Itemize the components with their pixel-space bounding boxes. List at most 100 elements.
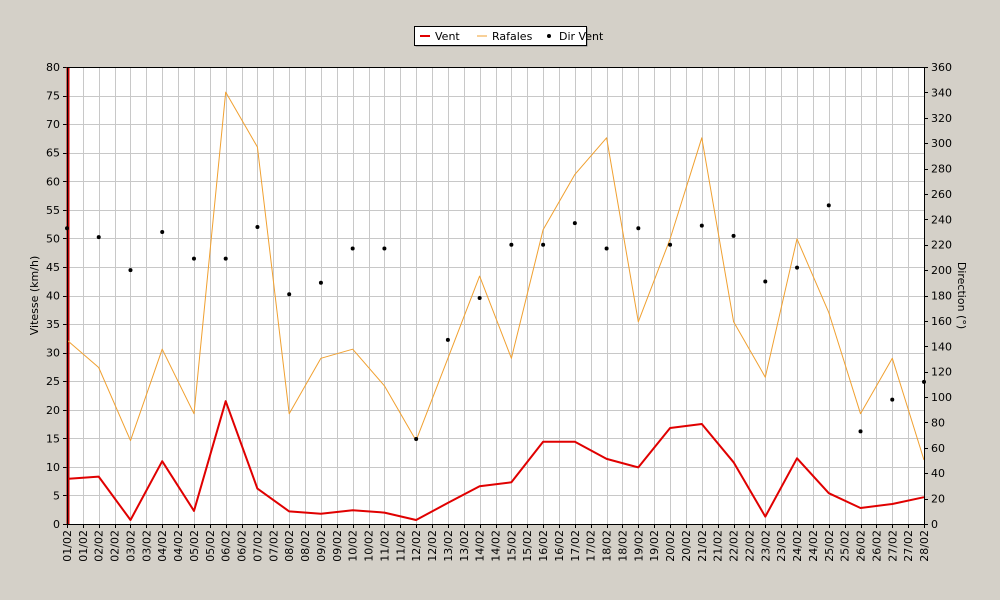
x-tick-label: 11/02 <box>378 530 391 562</box>
x-tick-label: 12/02 <box>426 530 439 562</box>
y-right-tick-label: 100 <box>931 391 952 404</box>
x-tick-label: 22/02 <box>743 530 756 562</box>
y-left-tick-label: 50 <box>46 232 60 245</box>
y-right-tick-label: 120 <box>931 366 952 379</box>
y-right-tick-label: 280 <box>931 163 952 176</box>
plot-frame <box>67 67 925 525</box>
x-tick-label: 24/02 <box>791 530 804 562</box>
x-tick-label: 09/02 <box>331 530 344 562</box>
data-point <box>477 296 482 301</box>
y-right-tick-label: 260 <box>931 188 952 201</box>
x-tick-label: 18/02 <box>601 530 614 562</box>
y-right-tick-label: 360 <box>931 61 952 74</box>
y-left-tick-label: 25 <box>46 375 60 388</box>
y-left-tick-label: 40 <box>46 290 60 303</box>
data-point <box>191 256 196 261</box>
legend-swatch <box>547 34 551 38</box>
series-vent <box>66 400 925 521</box>
y-right-tick-label: 240 <box>931 213 952 226</box>
x-tick-label: 25/02 <box>823 530 836 562</box>
legend-label: Dir Vent <box>559 30 604 43</box>
data-point <box>826 203 831 208</box>
x-tick-label: 21/02 <box>712 530 725 562</box>
x-tick-label: 22/02 <box>728 530 741 562</box>
series-dir-vent <box>65 203 926 441</box>
data-point <box>795 265 800 270</box>
data-point <box>509 242 514 247</box>
x-tick-label: 02/02 <box>93 530 106 562</box>
y-left-tick-label: 35 <box>46 318 60 331</box>
y-left-tick-label: 70 <box>46 118 60 131</box>
x-tick-label: 27/02 <box>902 530 915 562</box>
y-left-tick-label: 45 <box>46 261 60 274</box>
data-point <box>699 223 704 228</box>
y-left-tick-label: 15 <box>46 432 60 445</box>
y-right-tick-label: 320 <box>931 112 952 125</box>
data-point <box>350 246 355 251</box>
y-right-tick-label: 300 <box>931 137 952 150</box>
plot-area <box>67 67 924 524</box>
data-point <box>128 268 133 273</box>
x-tick-label: 07/02 <box>267 530 280 562</box>
data-point <box>668 242 673 247</box>
data-point <box>731 233 736 238</box>
legend-item: Dir Vent <box>547 30 604 43</box>
y-left-tick-label: 65 <box>46 147 60 160</box>
data-point <box>318 280 323 285</box>
x-tick-label: 24/02 <box>807 530 820 562</box>
x-tick-label: 17/02 <box>569 530 582 562</box>
x-tick-label: 03/02 <box>140 530 153 562</box>
x-tick-label: 15/02 <box>505 530 518 562</box>
x-tick-label: 25/02 <box>839 530 852 562</box>
y-left-tick-label: 20 <box>46 404 60 417</box>
y-right-tick-label: 140 <box>931 340 952 353</box>
data-point <box>572 221 577 226</box>
data-point <box>96 235 101 240</box>
x-tick-label: 05/02 <box>204 530 217 562</box>
x-tick-label: 19/02 <box>632 530 645 562</box>
x-tick-label: 20/02 <box>664 530 677 562</box>
data-point <box>636 226 641 231</box>
data-point <box>160 230 165 235</box>
x-tick-label: 09/02 <box>315 530 328 562</box>
y-right-tick-label: 160 <box>931 315 952 328</box>
x-tick-label: 26/02 <box>855 530 868 562</box>
y-left-tick-label: 60 <box>46 175 60 188</box>
x-tick-label: 23/02 <box>759 530 772 562</box>
legend-box <box>414 26 587 46</box>
y-axis-left-label: Vitesse (km/h) <box>28 256 41 336</box>
y-left-tick-label: 0 <box>53 518 60 531</box>
y-left-tick-label: 5 <box>53 489 60 502</box>
y-left-tick-label: 10 <box>46 461 60 474</box>
x-tick-label: 11/02 <box>394 530 407 562</box>
x-tick-label: 05/02 <box>188 530 201 562</box>
x-tick-label: 08/02 <box>299 530 312 562</box>
series-line <box>66 91 925 461</box>
x-tick-label: 15/02 <box>521 530 534 562</box>
x-tick-label: 17/02 <box>585 530 598 562</box>
x-tick-label: 10/02 <box>363 530 376 562</box>
y-right-tick-label: 20 <box>931 493 945 506</box>
legend-item: Rafales <box>477 30 533 43</box>
x-tick-label: 23/02 <box>775 530 788 562</box>
y-right-tick-label: 220 <box>931 239 952 252</box>
x-tick-label: 26/02 <box>870 530 883 562</box>
x-tick-label: 20/02 <box>680 530 693 562</box>
y-left-tick-label: 55 <box>46 204 60 217</box>
x-tick-label: 03/02 <box>124 530 137 562</box>
data-point <box>858 429 863 434</box>
x-tick-label: 16/02 <box>553 530 566 562</box>
x-tick-label: 01/02 <box>61 530 74 562</box>
legend-label: Vent <box>435 30 460 43</box>
y-right-tick-label: 180 <box>931 290 952 303</box>
x-tick-label: 07/02 <box>251 530 264 562</box>
x-tick-label: 01/02 <box>77 530 90 562</box>
y-right-tick-label: 340 <box>931 86 952 99</box>
x-tick-label: 16/02 <box>537 530 550 562</box>
x-tick-label: 10/02 <box>347 530 360 562</box>
x-axis: 01/02 01/02 02/02 02/02 03/02 03/02 04/02 04/02… <box>61 524 931 562</box>
data-point <box>763 279 768 284</box>
x-tick-label: 21/02 <box>696 530 709 562</box>
x-tick-label: 12/02 <box>410 530 423 562</box>
